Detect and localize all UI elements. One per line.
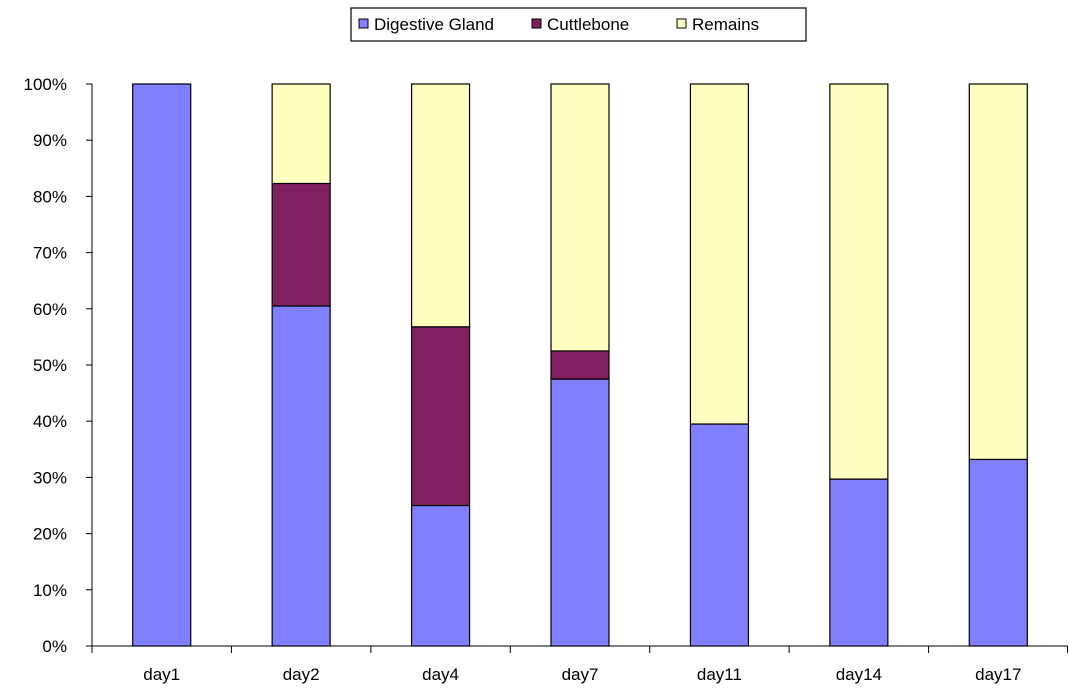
y-tick-label: 100% bbox=[24, 75, 67, 94]
y-tick-label: 0% bbox=[42, 637, 67, 656]
bar-remains-day11 bbox=[689, 83, 750, 425]
bar-digestive-gland-day1 bbox=[132, 83, 192, 647]
bar-digestive-gland-day11 bbox=[689, 423, 750, 647]
legend: Digestive Gland Cuttlebone Remains bbox=[350, 7, 807, 42]
legend-label-remains: Remains bbox=[692, 15, 759, 34]
x-tick-label: day4 bbox=[422, 665, 459, 684]
bar-remains-day7 bbox=[550, 83, 610, 352]
y-axis: 0% 10% 20% 30% 40% 50% 60% 70% 80% 90% 100% bbox=[24, 75, 93, 656]
bar-remains-day2 bbox=[271, 83, 331, 185]
y-tick-label: 30% bbox=[33, 468, 67, 487]
y-tick-label: 90% bbox=[33, 131, 67, 150]
x-tick-label: day14 bbox=[836, 665, 882, 684]
bar-digestive-gland-day2 bbox=[271, 305, 331, 647]
x-tick-label: day1 bbox=[143, 665, 180, 684]
x-tick-label: day11 bbox=[697, 665, 742, 684]
bar-cuttlebone-day4 bbox=[410, 326, 471, 507]
y-tick-label: 80% bbox=[33, 187, 67, 206]
bar-remains-day17 bbox=[968, 83, 1028, 461]
y-tick-label: 70% bbox=[33, 244, 67, 263]
bar-digestive-gland-day14 bbox=[829, 478, 889, 647]
x-axis: day1 day2 day4 day7 day11 day14 day17 bbox=[91, 645, 1068, 684]
bar-digestive-gland-day7 bbox=[550, 378, 610, 647]
y-tick-label: 40% bbox=[33, 412, 67, 431]
bar-remains-day4 bbox=[410, 83, 471, 328]
y-tick-label: 50% bbox=[33, 356, 67, 375]
x-tick-label: day17 bbox=[975, 665, 1021, 684]
legend-box bbox=[350, 7, 807, 42]
y-tick-label: 10% bbox=[33, 581, 67, 600]
y-tick-label: 60% bbox=[33, 300, 67, 319]
legend-label-cuttlebone: Cuttlebone bbox=[547, 15, 629, 34]
bar-digestive-gland-day4 bbox=[410, 504, 471, 647]
bar-cuttlebone-day7 bbox=[550, 350, 610, 380]
bar-remains-day14 bbox=[829, 83, 889, 480]
x-tick-label: day2 bbox=[283, 665, 320, 684]
bar-digestive-gland-day17 bbox=[968, 458, 1028, 647]
x-tick-label: day7 bbox=[562, 665, 599, 684]
legend-swatch-digestive-gland bbox=[358, 18, 369, 29]
legend-label-digestive-gland: Digestive Gland bbox=[374, 15, 494, 34]
y-tick-label: 20% bbox=[33, 525, 67, 544]
bars bbox=[132, 83, 1028, 647]
bar-cuttlebone-day2 bbox=[271, 182, 331, 307]
legend-swatch-cuttlebone bbox=[531, 18, 542, 29]
legend-swatch-remains bbox=[676, 18, 687, 29]
